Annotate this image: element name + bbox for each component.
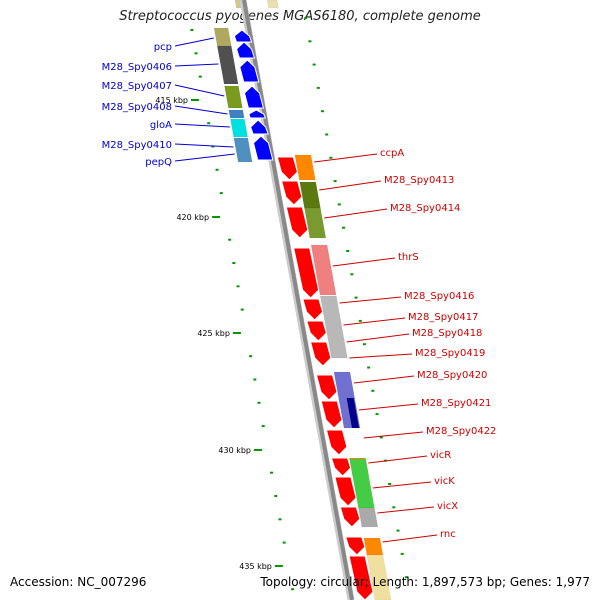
forward-gene-arrow: [348, 555, 374, 600]
forward-feature-bar: [310, 244, 337, 296]
gene-label-forward: M28_Spy0420: [417, 370, 487, 381]
gene-leader-line: [174, 153, 235, 162]
forward-feature-bar: [304, 207, 327, 239]
gene-label-forward: rnc: [440, 529, 456, 540]
reverse-gene-arrow: [252, 135, 274, 161]
reverse-feature-bar: [213, 27, 232, 47]
gene-label-reverse: M28_Spy0408: [102, 102, 172, 113]
gene-leader-line: [358, 403, 419, 411]
reverse-gene-arrow: [243, 85, 265, 109]
reverse-feature-bar: [216, 45, 239, 85]
reverse-gene-arrow: [248, 109, 266, 119]
forward-feature-bar: [358, 507, 379, 528]
gene-label-reverse: M28_Spy0407: [102, 81, 172, 92]
gene-label-forward: thrS: [398, 252, 419, 263]
forward-gene-arrow: [315, 374, 338, 401]
forward-gene-arrow: [330, 457, 352, 477]
reverse-feature-bar: [224, 85, 243, 109]
gene-label-forward: M28_Spy0419: [415, 348, 485, 359]
forward-feature-bar: [319, 295, 348, 359]
forward-feature-bar: [363, 537, 384, 556]
reverse-feature-bar: [230, 118, 248, 138]
accession-text: Accession: NC_007296: [10, 575, 147, 589]
kbp-scale-label: 430 kbp: [218, 446, 251, 455]
gene-label-forward: M28_Spy0422: [426, 426, 496, 437]
forward-feature-bar: [294, 154, 316, 181]
forward-gene-arrow: [325, 429, 348, 456]
gene-label-forward: M28_Spy0414: [390, 203, 460, 214]
gene-leader-line: [174, 63, 219, 67]
gene-label-reverse: M28_Spy0406: [102, 62, 172, 73]
gene-leader-line: [174, 37, 214, 47]
gene-leader-line: [377, 506, 435, 514]
forward-gene-arrow: [344, 536, 366, 556]
map-title: Streptococcus pyogenes MGAS6180, complet…: [119, 9, 481, 24]
forward-feature-bar: [299, 181, 321, 209]
forward-gene-arrow: [280, 180, 303, 206]
reverse-gene-arrow: [239, 59, 260, 83]
forward-gene-arrow: [276, 156, 298, 181]
forward-gene-arrow: [339, 506, 361, 528]
top-bar: [266, 0, 279, 9]
gene-label-reverse: gloA: [150, 120, 172, 131]
backbone: [242, 0, 354, 600]
kbp-scale-label: 420 kbp: [176, 213, 209, 222]
forward-gene-arrow: [293, 247, 320, 299]
kbp-scale-label: 415 kbp: [155, 96, 188, 105]
gene-leader-line: [346, 333, 410, 343]
gene-label-forward: M28_Spy0418: [412, 328, 482, 339]
reverse-gene-arrow: [250, 119, 269, 135]
gene-leader-line: [319, 180, 382, 191]
reverse-feature-bar: [233, 137, 253, 163]
forward-feature-bar: [366, 554, 392, 600]
gene-label-forward: M28_Spy0416: [404, 291, 474, 302]
kbp-scale-label: 435 kbp: [239, 562, 272, 571]
gene-leader-line: [382, 534, 438, 543]
gene-label-forward: M28_Spy0413: [384, 175, 454, 186]
forward-gene-arrow: [285, 206, 309, 239]
gene-leader-line: [332, 257, 396, 267]
forward-gene-arrow: [320, 400, 343, 429]
forward-feature-bar: [346, 397, 360, 429]
kbp-scale-label: 425 kbp: [197, 329, 230, 338]
gene-leader-line: [363, 431, 424, 439]
gene-label-forward: M28_Spy0417: [408, 312, 478, 323]
gene-leader-line: [353, 375, 415, 384]
gene-leader-line: [174, 84, 225, 97]
gene-leader-line: [314, 153, 378, 163]
gene-label-reverse: M28_Spy0410: [102, 140, 172, 151]
gene-leader-line: [339, 296, 402, 304]
reverse-feature-bar: [228, 109, 245, 119]
gene-leader-line: [174, 123, 230, 128]
gene-label-forward: ccpA: [380, 148, 404, 159]
forward-gene-arrow: [306, 320, 327, 342]
gene-label-reverse: pcp: [154, 42, 172, 53]
gene-label-reverse: pepQ: [145, 157, 172, 168]
gene-leader-line: [372, 481, 432, 489]
forward-gene-arrow: [309, 341, 332, 367]
gene-leader-line: [343, 317, 406, 326]
gene-leader-line: [174, 143, 234, 148]
topology-text: Topology: circular; Length: 1,897,573 bp…: [260, 575, 590, 589]
reverse-gene-arrow: [235, 41, 256, 59]
gene-label-forward: vicK: [434, 476, 455, 487]
gene-leader-line: [368, 455, 428, 464]
gene-label-forward: vicR: [430, 450, 451, 461]
forward-gene-arrow: [334, 476, 357, 507]
gene-leader-line: [349, 353, 413, 359]
gene-leader-line: [174, 105, 228, 115]
gene-label-forward: vicX: [437, 501, 458, 512]
gene-leader-line: [324, 208, 388, 219]
gene-label-forward: M28_Spy0421: [421, 398, 491, 409]
forward-gene-arrow: [302, 298, 324, 321]
